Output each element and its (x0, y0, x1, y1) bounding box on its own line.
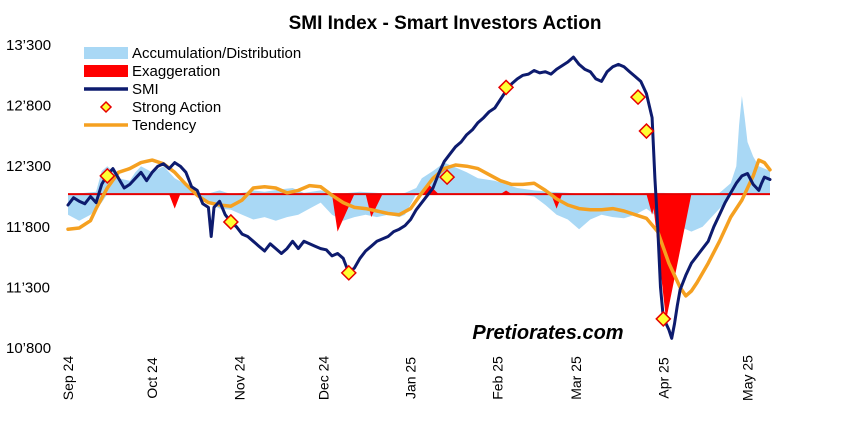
exaggeration-spike (365, 194, 383, 218)
legend-swatch-accumulation (84, 47, 128, 59)
strong-action-marker (638, 122, 655, 140)
watermark-text: Pretiorates.com (472, 322, 623, 344)
legend-swatch-strong (99, 100, 113, 114)
y-tick-label: 11’300 (6, 279, 50, 296)
strong-action-marker (222, 213, 239, 231)
x-tick-label: Sep 24 (60, 356, 76, 401)
x-tick-label: Jan 25 (403, 357, 419, 399)
y-tick-label: 12’800 (6, 98, 51, 115)
legend-swatch-exaggeration (84, 65, 128, 77)
x-tick-label: Apr 25 (655, 357, 671, 398)
strong-action-marker (629, 89, 647, 106)
exaggeration-spike (169, 194, 181, 209)
x-axis: Sep 24 Oct 24 Nov 24 Dec 24 Jan 25 Feb 25 Mar … (60, 355, 756, 401)
x-tick-label: Nov 24 (231, 356, 247, 401)
x-tick-label: Mar 25 (568, 356, 584, 400)
legend-label-smi: SMI (132, 81, 159, 98)
x-tick-label: Feb 25 (490, 356, 506, 400)
y-tick-label: 13’300 (6, 37, 51, 54)
x-tick-label: May 25 (740, 355, 756, 401)
legend: Accumulation/DistributionExaggerationSMI… (84, 45, 301, 134)
strong-action-marker (497, 79, 515, 96)
legend-label-strong: Strong Action (132, 99, 221, 116)
x-tick-label: Dec 24 (316, 356, 332, 401)
y-axis: 10’800 11’300 11’800 12’300 12’800 13’300 (6, 37, 51, 357)
y-tick-label: 10’800 (6, 340, 51, 357)
strong-action-marker (439, 169, 456, 186)
y-tick-label: 12’300 (6, 158, 51, 175)
strong-action-marker (99, 167, 116, 184)
exaggeration-spike (652, 194, 692, 321)
strong-action-marker (340, 264, 357, 281)
legend-label-accumulation: Accumulation/Distribution (132, 45, 301, 62)
x-tick-label: Oct 24 (144, 357, 160, 398)
chart-title: SMI Index - Smart Investors Action (289, 13, 602, 34)
legend-label-exaggeration: Exaggeration (132, 63, 220, 80)
plot-area (66, 55, 772, 340)
strong-action-marker (655, 310, 672, 327)
y-tick-label: 11’800 (6, 219, 50, 236)
legend-label-tendency: Tendency (132, 117, 197, 134)
